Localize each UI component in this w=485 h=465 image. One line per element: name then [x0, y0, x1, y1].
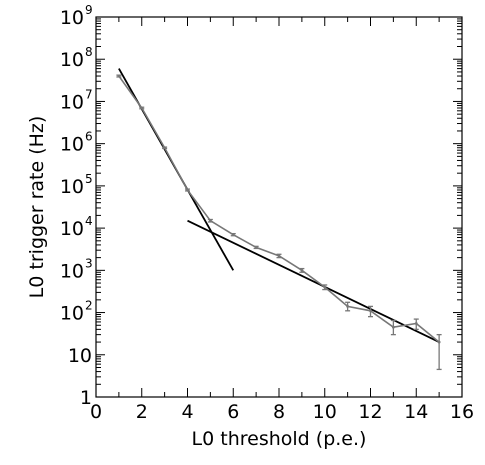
data-point [208, 219, 212, 223]
y-tick-label: 10 [68, 345, 92, 367]
y-tick-exponent: 3 [85, 256, 93, 270]
data-point [323, 285, 327, 289]
data-point [414, 322, 418, 325]
x-tick-label: 10 [313, 401, 337, 423]
x-tick-labels: 0 2 4 6 8 10 12 14 16 [90, 401, 474, 423]
y-tick-label: 1 [80, 387, 92, 409]
fit-lines [118, 68, 440, 343]
y-tick-exponent: 2 [85, 299, 93, 313]
data-point [437, 340, 441, 344]
x-tick-label: 6 [227, 401, 239, 423]
data-point [186, 188, 189, 192]
y-tick-label: 10 [60, 303, 84, 325]
y-tick-label: 10 [60, 91, 84, 113]
x-tick-label: 12 [358, 401, 382, 423]
y-tick-label: 10 [60, 134, 84, 156]
y-tick-label: 10 [60, 176, 84, 198]
x-tick-label: 4 [181, 401, 193, 423]
x-axis-title: L0 threshold (p.e.) [192, 428, 367, 450]
series-line [118, 75, 440, 343]
fit-line [187, 219, 440, 343]
x-tick-label: 14 [404, 401, 428, 423]
x-tick-label: 16 [450, 401, 474, 423]
plot-frame [95, 16, 463, 398]
data-point [254, 245, 258, 249]
x-tick-label: 2 [136, 401, 148, 423]
data-point [277, 254, 281, 258]
data-point [231, 233, 235, 237]
data-point [391, 325, 395, 329]
x-tick-label: 8 [273, 401, 285, 423]
y-tick-label: 10 [60, 49, 84, 71]
data-point [140, 106, 144, 110]
y-tick-exponent: 9 [85, 3, 93, 17]
y-tick-label: 10 [60, 260, 84, 282]
y-tick-exponent: 4 [85, 214, 93, 228]
data-point [300, 268, 304, 272]
data-point [346, 304, 350, 308]
y-tick-exponent: 7 [85, 87, 93, 101]
y-tick-exponent: 5 [85, 172, 93, 186]
data-point [117, 74, 121, 78]
tick-marks [95, 16, 463, 398]
data-point [163, 146, 167, 150]
y-tick-exponent: 6 [85, 130, 93, 144]
y-tick-label: 10 [60, 7, 84, 29]
data-point [369, 309, 372, 313]
y-tick-exponent: 8 [85, 45, 93, 59]
y-tick-label: 10 [60, 218, 84, 240]
x-tick-label: 0 [90, 401, 102, 423]
data-series [116, 74, 442, 371]
y-axis-title: L0 trigger rate (Hz) [26, 116, 48, 299]
